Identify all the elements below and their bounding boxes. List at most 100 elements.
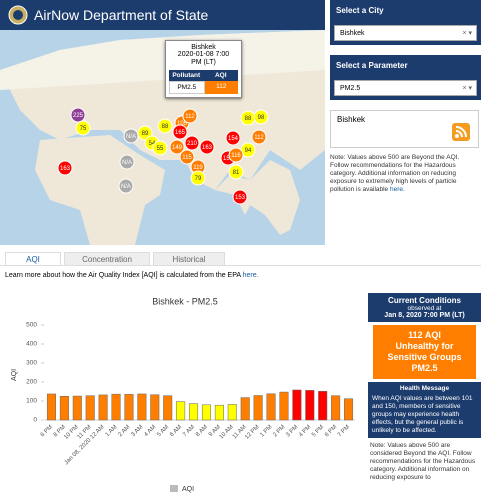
tab[interactable]: AQI <box>5 252 61 266</box>
bar <box>292 389 302 421</box>
x-tick-label: 5 AM <box>156 424 170 438</box>
x-tick-label: 6 AM <box>169 424 183 438</box>
map-marker <box>172 124 188 140</box>
map-marker <box>179 149 195 165</box>
map-marker <box>57 160 73 176</box>
y-tick-label: 500 <box>26 322 37 329</box>
tab[interactable]: Concentration <box>64 252 150 266</box>
legend-swatch <box>170 485 178 492</box>
city-select[interactable]: Bishkek × ▾ <box>334 25 477 41</box>
learn-link[interactable]: here. <box>242 272 259 279</box>
sidebar: Select a City Bishkek × ▾ Select a Parame… <box>330 0 481 194</box>
bar <box>98 394 108 421</box>
bar <box>240 397 250 421</box>
rss-icon[interactable] <box>452 123 470 141</box>
popup-col: Pollutant <box>169 70 204 81</box>
note-link[interactable]: here. <box>389 186 405 193</box>
marker-label: 225 <box>73 113 84 119</box>
marker-label: 89 <box>142 131 149 137</box>
bar <box>253 395 263 421</box>
map-marker <box>182 108 198 124</box>
param-value: PM2.5 <box>340 85 361 92</box>
y-tick-label: 0 <box>33 417 37 424</box>
bar <box>85 395 95 421</box>
bar <box>137 393 147 421</box>
map-marker <box>157 118 173 134</box>
x-tick-label: 3 PM <box>285 424 299 438</box>
marker-label: 105 <box>177 121 188 127</box>
bar <box>72 395 82 421</box>
marker-label: 163 <box>202 145 213 151</box>
marker-label: 79 <box>195 176 202 182</box>
cc-aqi: 112 AQI <box>408 330 441 340</box>
bar <box>305 390 315 421</box>
bar <box>46 393 56 421</box>
bar <box>59 396 69 421</box>
popup: Bishkek 2020-01-08 7:00 PM (LT) Pollutan… <box>165 40 242 98</box>
x-tick-label: 2 PM <box>272 424 286 438</box>
x-tick-label: 2 AM <box>118 424 132 438</box>
map-marker <box>251 129 267 145</box>
x-tick-label: 1 AM <box>105 424 119 438</box>
marker-label: 165 <box>175 130 186 136</box>
marker-label: 210 <box>187 141 198 147</box>
marker-label: 98 <box>258 115 265 121</box>
marker-label: 152 <box>223 156 234 162</box>
map-marker <box>75 120 91 136</box>
popup-time: 2020-01-08 7:00 PM (LT) <box>177 51 230 66</box>
seal <box>8 5 28 25</box>
popup-pollutant: PM2.5 <box>169 81 205 94</box>
legend-label: AQI <box>182 486 194 493</box>
note-text: Note: Values above 500 are Beyond the AQ… <box>330 154 460 193</box>
cc-pollutant: PM2.5 <box>411 363 438 373</box>
popup-aqi: 112 <box>204 81 238 94</box>
bar <box>344 398 354 421</box>
cc-title: Current Conditions <box>388 296 461 305</box>
marker-label: 94 <box>245 148 252 154</box>
bar <box>124 394 134 421</box>
x-tick-label: 5 PM <box>311 424 325 438</box>
learn-line: Learn more about how the Air Quality Ind… <box>5 272 259 279</box>
x-tick-label: 3 AM <box>130 424 144 438</box>
header: AirNow Department of State <box>0 0 325 30</box>
marker-label: 55 <box>157 146 164 152</box>
x-tick-label: 10 AM <box>219 424 235 440</box>
city-value: Bishkek <box>340 30 365 37</box>
map-marker <box>152 140 168 156</box>
marker-label: 115 <box>182 155 192 161</box>
map-marker <box>225 130 241 146</box>
cc-observed: observed at <box>407 305 442 312</box>
popup-city: Bishkek <box>191 44 216 51</box>
map-marker <box>190 170 206 186</box>
bar <box>176 401 186 421</box>
bar <box>227 404 237 421</box>
param-select[interactable]: PM2.5 × ▾ <box>334 80 477 96</box>
marker-label: 116 <box>231 153 241 159</box>
map-marker <box>119 154 135 170</box>
map-marker <box>169 139 185 155</box>
land <box>0 30 325 90</box>
bar <box>318 391 328 421</box>
x-tick-label: 8 AM <box>195 424 209 438</box>
cc-time: Jan 8, 2020 7:00 PM (LT) <box>384 312 465 319</box>
marker-label: 112 <box>254 135 264 141</box>
marker-label: 75 <box>80 126 87 132</box>
y-tick-label: 400 <box>26 341 37 348</box>
x-tick-label: 1 PM <box>259 424 273 438</box>
map-marker <box>184 135 200 151</box>
x-tick-label: 7 AM <box>182 424 196 438</box>
header-title: AirNow Department of State <box>34 7 209 23</box>
marker-label: 54 <box>149 141 156 147</box>
bar <box>266 393 276 421</box>
marker-label: 163 <box>60 166 71 172</box>
y-tick-label: 300 <box>26 360 37 367</box>
sidebar-note: Note: Values above 500 are Beyond the AQ… <box>330 154 481 194</box>
map-marker <box>228 164 244 180</box>
tab[interactable]: Historical <box>153 252 225 266</box>
cc-health-title: Health Message <box>399 385 450 392</box>
map-marker <box>70 107 86 123</box>
bar <box>111 393 121 421</box>
marker-label: 88 <box>245 116 252 122</box>
